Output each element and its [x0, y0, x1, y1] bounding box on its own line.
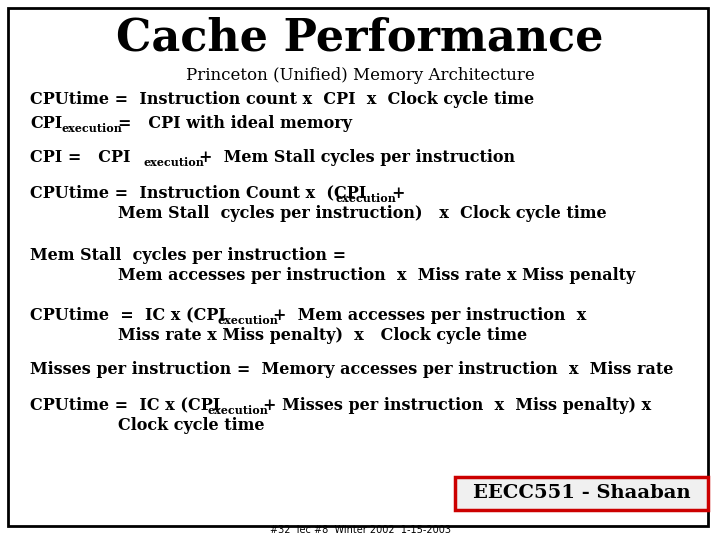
Text: Mem Stall  cycles per instruction =: Mem Stall cycles per instruction = — [30, 246, 346, 264]
Text: =   CPI with ideal memory: = CPI with ideal memory — [118, 114, 352, 132]
Text: +  Mem Stall cycles per instruction: + Mem Stall cycles per instruction — [199, 150, 515, 166]
Text: Miss rate x Miss penalty)  x   Clock cycle time: Miss rate x Miss penalty) x Clock cycle … — [118, 327, 527, 343]
Text: +  Mem accesses per instruction  x: + Mem accesses per instruction x — [273, 307, 586, 323]
Text: execution: execution — [143, 158, 204, 168]
Text: Princeton (Unified) Memory Architecture: Princeton (Unified) Memory Architecture — [186, 66, 534, 84]
Text: CPI =   CPI: CPI = CPI — [30, 150, 130, 166]
Text: execution: execution — [335, 192, 396, 204]
Text: Cache Performance: Cache Performance — [116, 17, 604, 59]
Text: execution: execution — [208, 404, 269, 415]
Text: execution: execution — [218, 314, 279, 326]
Text: Mem accesses per instruction  x  Miss rate x Miss penalty: Mem accesses per instruction x Miss rate… — [118, 267, 635, 284]
Text: Mem Stall  cycles per instruction)   x  Clock cycle time: Mem Stall cycles per instruction) x Cloc… — [118, 205, 607, 221]
Text: CPUtime =  Instruction Count x  (CPI: CPUtime = Instruction Count x (CPI — [30, 185, 366, 201]
Text: CPI: CPI — [30, 114, 62, 132]
Bar — [455, 477, 708, 510]
Text: Clock cycle time: Clock cycle time — [118, 416, 264, 434]
Text: CPUtime =  Instruction count x  CPI  x  Clock cycle time: CPUtime = Instruction count x CPI x Cloc… — [30, 91, 534, 109]
Text: execution: execution — [62, 123, 123, 133]
Text: + Misses per instruction  x  Miss penalty) x: + Misses per instruction x Miss penalty)… — [263, 396, 651, 414]
Text: CPUtime  =  IC x (CPI: CPUtime = IC x (CPI — [30, 307, 226, 323]
Text: CPUtime =  IC x (CPI: CPUtime = IC x (CPI — [30, 396, 220, 414]
Text: EECC551 - Shaaban: EECC551 - Shaaban — [473, 484, 690, 503]
Text: +: + — [391, 185, 405, 201]
Text: #32  lec #8  Winter 2002  1-15-2003: #32 lec #8 Winter 2002 1-15-2003 — [269, 525, 451, 535]
Text: Misses per instruction =  Memory accesses per instruction  x  Miss rate: Misses per instruction = Memory accesses… — [30, 361, 673, 379]
